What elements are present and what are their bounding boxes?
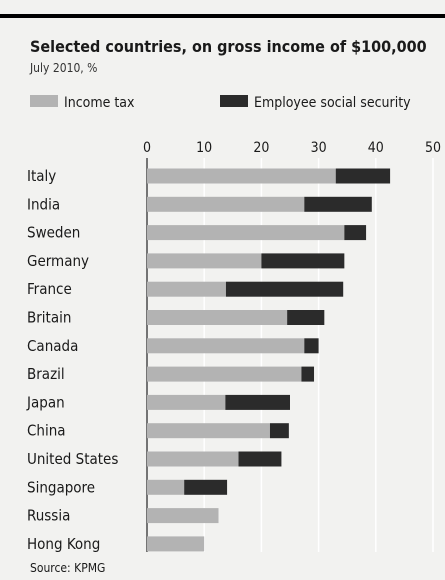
bars [147, 168, 391, 552]
legend-swatch-income-tax [30, 95, 58, 107]
bar-social-security [304, 196, 372, 212]
bar-social-security [225, 394, 290, 410]
category-label: Italy [27, 167, 56, 185]
category-label: India [27, 195, 60, 213]
legend-label-social-security: Employee social security [254, 95, 411, 111]
bar-social-security [225, 281, 344, 297]
category-label: Hong Kong [27, 535, 100, 553]
bar-income-tax [147, 508, 219, 524]
x-tick-label: 40 [368, 140, 384, 156]
bar-social-security [238, 451, 282, 467]
x-tick-label: 20 [253, 140, 269, 156]
x-tick-label: 0 [143, 140, 151, 156]
top-rule [0, 14, 445, 18]
category-label: Germany [27, 252, 89, 270]
bar-income-tax [147, 168, 336, 184]
category-labels: Italy India Sweden Germany France Britain Cana… [26, 167, 118, 553]
category-label: Singapore [27, 478, 95, 496]
x-tick-label: 10 [196, 140, 212, 156]
category-label: Russia [27, 507, 70, 525]
chart-title: Selected countries, on gross income of $… [30, 37, 427, 56]
bar-income-tax [147, 536, 205, 552]
x-tick-label: 50 [425, 140, 441, 156]
bar-income-tax [147, 479, 185, 495]
bar-income-tax [147, 366, 302, 382]
bar-social-security [184, 479, 228, 495]
bar-income-tax [147, 423, 270, 439]
bar-social-security [301, 366, 315, 382]
category-label: Brazil [27, 365, 65, 383]
category-label: United States [27, 450, 118, 468]
bar-income-tax [147, 394, 226, 410]
bar-social-security [269, 423, 289, 439]
chart-subtitle: July 2010, % [29, 61, 97, 75]
x-axis-ticks: 0 10 20 30 40 50 [143, 140, 441, 156]
bar-income-tax [147, 451, 239, 467]
bar-income-tax [147, 253, 262, 269]
bar-income-tax [147, 281, 226, 297]
bar-income-tax [147, 338, 305, 354]
bar-social-security [344, 225, 367, 241]
bar-income-tax [147, 196, 305, 212]
category-label: France [27, 280, 72, 298]
legend-swatch-social-security [220, 95, 248, 107]
x-tick-label: 30 [311, 140, 327, 156]
category-label: Japan [26, 393, 65, 411]
bar-social-security [335, 168, 391, 184]
bar-income-tax [147, 310, 288, 325]
legend: Income tax Employee social security [30, 95, 411, 111]
category-label: Canada [27, 337, 78, 355]
category-label: Britain [27, 309, 71, 327]
legend-label-income-tax: Income tax [64, 95, 135, 111]
category-label: China [27, 422, 66, 440]
bar-income-tax [147, 225, 345, 241]
source-note: Source: KPMG [30, 561, 105, 575]
category-label: Sweden [27, 224, 80, 242]
bar-social-security [304, 338, 319, 354]
bar-social-security [287, 310, 325, 325]
bar-social-security [261, 253, 345, 269]
